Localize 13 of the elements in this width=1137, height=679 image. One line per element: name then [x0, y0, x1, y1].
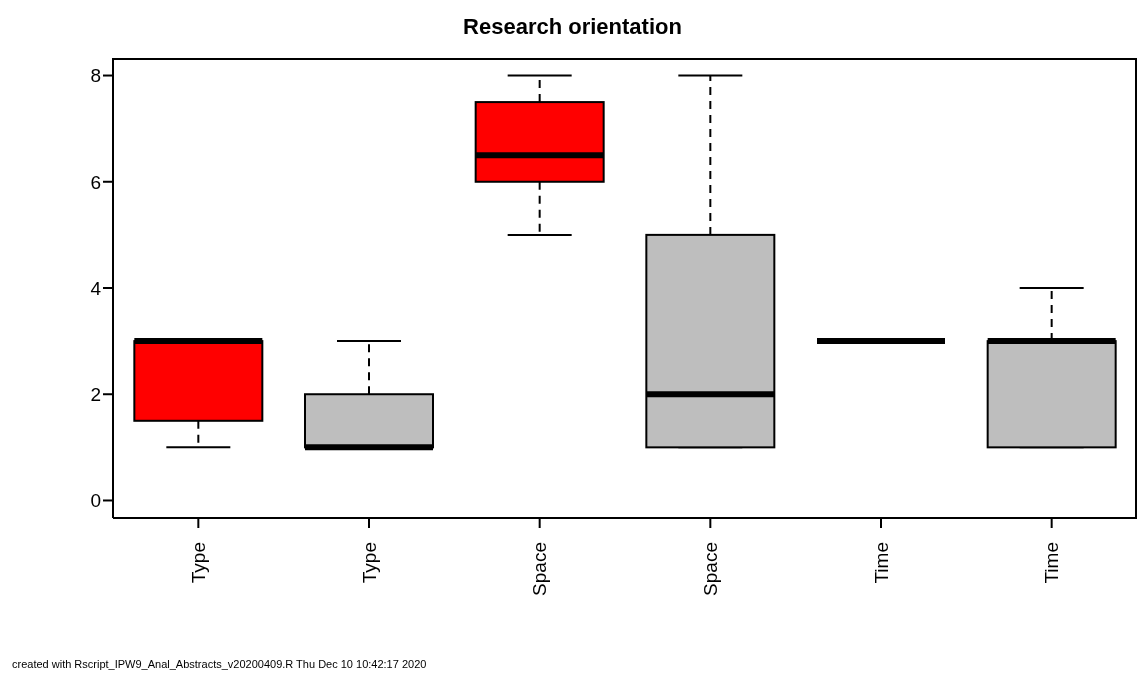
y-tick-label: 0	[90, 490, 101, 512]
y-tick-label: 2	[90, 383, 101, 405]
text: created with Rscript_IPW9_Anal_Abstracts_v20200409.R Thu Dec 10 10:42:17 2020	[12, 658, 428, 670]
x-tick-label: Space	[699, 542, 721, 596]
y-tick-label: 4	[90, 277, 102, 299]
x-tick-label: Type	[187, 542, 209, 584]
x-tick-label: Type	[358, 542, 380, 584]
x-tick-label: Time	[870, 542, 892, 584]
x-tick-label: Time	[1041, 542, 1063, 584]
chart-title: Research orientation	[462, 14, 683, 40]
x-tick-label: Space	[529, 542, 551, 596]
y-tick-label: 8	[90, 65, 101, 87]
y-tick-label: 6	[90, 171, 101, 193]
